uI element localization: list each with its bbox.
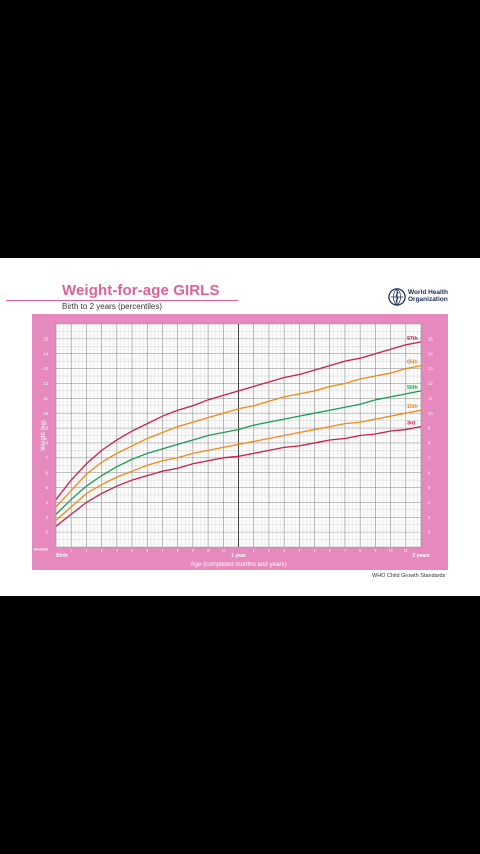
- series-line-85th: [55, 364, 422, 508]
- who-logo-text: World Health Organization: [408, 289, 448, 303]
- x-month-tick: 3: [283, 549, 285, 553]
- series-line-15th: [55, 409, 422, 521]
- y-tick-left: 7: [46, 455, 49, 460]
- y-tick-left: 5: [46, 485, 49, 490]
- who-emblem-icon: [388, 288, 406, 306]
- y-tick-left: 13: [43, 366, 48, 371]
- y-tick-right: 3: [428, 515, 431, 520]
- x-month-tick: 9: [192, 549, 194, 553]
- y-tick-left: 11: [44, 396, 49, 401]
- percentile-lines: [55, 341, 422, 527]
- y-tick-left: 4: [46, 500, 49, 505]
- title-underline: [6, 300, 238, 301]
- chart-labels: 97th 85th 50th 15th 3rd 2 2 3 3 4 4 5 5 6 6 7 7 8 8 9 9 10 10 1…: [34, 336, 433, 568]
- growth-chart-card: Weight-for-age GIRLS Birth to 2 years (p…: [0, 258, 480, 596]
- y-tick-left: 14: [43, 351, 48, 356]
- series-label-85th: 85th: [407, 360, 418, 366]
- y-tick-right: 13: [428, 366, 433, 371]
- y-tick-right: 11: [428, 396, 433, 401]
- series-label-3rd: 3rd: [407, 421, 415, 427]
- x-month-tick: 4: [298, 549, 300, 553]
- series-label-97th: 97th: [407, 336, 418, 342]
- x-month-tick: 10: [206, 549, 210, 553]
- x-month-tick: 4: [116, 549, 118, 553]
- x-month-tick: 5: [314, 549, 316, 553]
- x-month-tick: 3: [101, 549, 103, 553]
- x-axis-label: Age (completed months and years): [190, 561, 286, 568]
- x-month-tick: 11: [221, 549, 225, 553]
- y-tick-right: 10: [428, 411, 433, 416]
- x-month-tick: 8: [359, 549, 361, 553]
- x-milestone-label: 2 years: [412, 553, 429, 559]
- y-tick-left: 6: [46, 470, 49, 475]
- chart-subtitle: Birth to 2 years (percentiles): [62, 302, 163, 311]
- x-month-tick: 6: [146, 549, 148, 553]
- y-tick-right: 15: [428, 336, 433, 341]
- x-month-tick: 7: [161, 549, 163, 553]
- who-logo: World Health Organization: [388, 287, 450, 307]
- y-tick-left: 8: [46, 441, 49, 446]
- x-month-tick: 5: [131, 549, 133, 553]
- footer-source: WHO Child Growth Standards: [372, 573, 446, 579]
- series-label-15th: 15th: [407, 404, 418, 410]
- y-tick-right: 12: [428, 381, 433, 386]
- y-tick-right: 5: [428, 485, 431, 490]
- x-month-tick: 11: [404, 549, 408, 553]
- x-month-tick: 2: [268, 549, 270, 553]
- y-tick-right: 6: [428, 470, 431, 475]
- x-birth-label: Birth: [56, 553, 68, 559]
- x-month-tick: 6: [329, 549, 331, 553]
- y-tick-right: 4: [428, 500, 431, 505]
- x-month-tick: 1: [253, 549, 255, 553]
- months-label: Months: [34, 547, 49, 552]
- y-tick-left: 9: [46, 426, 49, 431]
- grid: [55, 323, 422, 548]
- x-month-tick: 7: [344, 549, 346, 553]
- chart-title: Weight-for-age GIRLS: [62, 282, 220, 299]
- y-tick-right: 14: [428, 351, 433, 356]
- y-tick-left: 2: [46, 530, 49, 535]
- y-tick-right: 9: [428, 426, 431, 431]
- y-tick-left: 12: [43, 381, 48, 386]
- x-month-tick: 9: [374, 549, 376, 553]
- series-label-50th: 50th: [407, 385, 418, 391]
- series-line-97th: [55, 341, 422, 500]
- y-axis-label: Weight (kg): [41, 420, 47, 451]
- y-tick-left: 15: [43, 336, 48, 341]
- y-tick-left: 10: [43, 411, 48, 416]
- series-line-3rd: [55, 425, 422, 527]
- x-month-tick: 10: [389, 549, 393, 553]
- y-tick-right: 2: [428, 530, 431, 535]
- y-tick-right: 7: [428, 455, 431, 460]
- x-milestone-label: 1 year: [231, 553, 246, 559]
- x-month-tick: 2: [85, 549, 87, 553]
- x-month-tick: 1: [70, 549, 72, 553]
- series-line-50th: [55, 390, 422, 515]
- y-tick-right: 8: [428, 441, 431, 446]
- x-month-tick: 8: [177, 549, 179, 553]
- weight-for-age-chart: 97th 85th 50th 15th 3rd 2 2 3 3 4 4 5 5 6 6 7 7 8 8 9 9 10 10 1…: [32, 314, 448, 570]
- y-tick-left: 3: [46, 515, 49, 520]
